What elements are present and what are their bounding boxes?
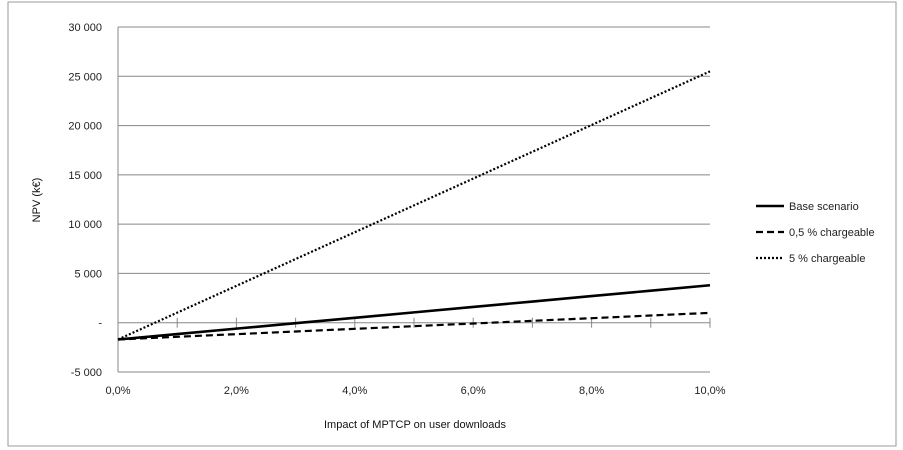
y-tick-label: 20 000 <box>68 121 102 133</box>
x-tick-label: 4,0% <box>342 385 367 397</box>
y-tick-label: - <box>98 318 102 330</box>
y-axis-title: NPV (k€) <box>31 178 43 223</box>
legend: Base scenario 0,5 % chargeable 5 % chargea… <box>756 201 875 265</box>
series-line-3 <box>117 70 711 341</box>
gridlines <box>118 26 710 373</box>
x-tick-label: 0,0% <box>105 385 130 397</box>
legend-label-3: 5 % chargeable <box>789 253 865 265</box>
legend-label-1: Base scenario <box>789 201 859 213</box>
y-tick-label: -5 000 <box>71 367 102 379</box>
x-tick-label: 2,0% <box>224 385 249 397</box>
legend-label-2: 0,5 % chargeable <box>789 227 875 239</box>
axes <box>117 27 711 372</box>
series-line-1 <box>117 283 711 341</box>
y-tick-label: 30 000 <box>68 22 102 34</box>
y-tick-label: 15 000 <box>68 170 102 182</box>
data-series <box>117 70 711 341</box>
y-tick-label: 25 000 <box>68 71 102 83</box>
y-tick-label: 5 000 <box>74 268 102 280</box>
x-tick-label: 10,0% <box>694 385 725 397</box>
y-tick-label: 10 000 <box>68 219 102 231</box>
x-tick-label: 6,0% <box>461 385 486 397</box>
x-tick-label: 8,0% <box>579 385 604 397</box>
x-axis-title: Impact of MPTCP on user downloads <box>324 419 506 431</box>
